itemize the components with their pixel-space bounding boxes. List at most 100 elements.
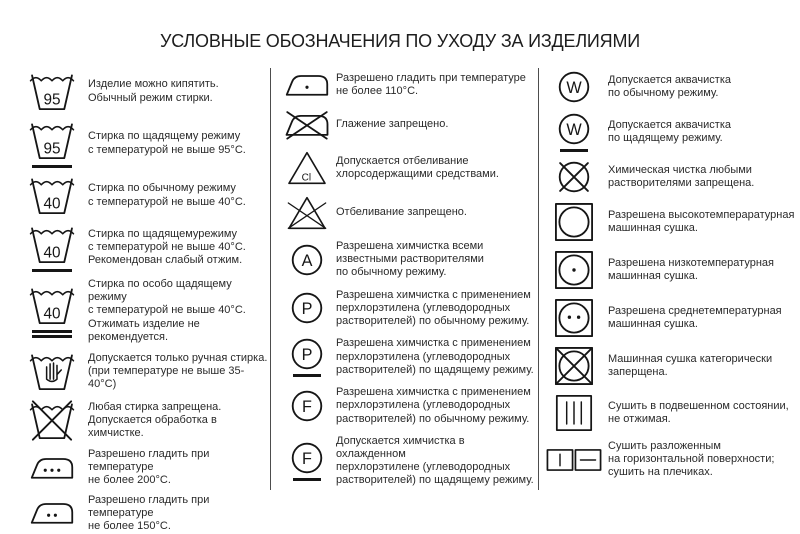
dryclean-F-gentle-icon: F: [284, 441, 330, 482]
gentle-bar: [293, 374, 321, 378]
column-washing: 95 Изделие можно кипятить. Обычный режим…: [22, 70, 268, 534]
care-description: Допускается аквачистка по обычному режим…: [608, 73, 731, 99]
no-bleach-icon: [284, 195, 330, 231]
tumble-dry-low-icon: [548, 250, 600, 290]
table-row: 40 Стирка по щадящемурежиму с температур…: [22, 223, 268, 272]
svg-text:P: P: [302, 346, 313, 364]
care-description: Разрешена химчистка всеми известными рас…: [336, 240, 484, 279]
table-row: 95 Изделие можно кипятить. Обычный режим…: [22, 70, 268, 113]
no-dryclean-icon: [548, 160, 600, 194]
care-description: Стирка по обычному режиму с температурой…: [88, 182, 246, 208]
table-row: P Разрешена химчистка с применением перх…: [284, 289, 536, 329]
wash-40-gentle-icon: 40: [22, 223, 82, 272]
care-description: Химическая чистка любыми растворителями …: [608, 163, 755, 189]
care-description: Изделие можно кипятить. Обычный режим ст…: [88, 78, 219, 104]
wash-40-very-gentle-icon: 40: [22, 284, 82, 338]
table-row: Разрешено гладить при температуре не бол…: [284, 70, 536, 100]
care-description: Глажение запрещено.: [336, 118, 449, 131]
table-row: Cl Допускается отбеливание хлорсодержащи…: [284, 150, 536, 186]
table-row: W Допускается аквачистка по щадящему реж…: [548, 112, 796, 152]
gentle-bar: [560, 149, 588, 152]
column-wetclean-drying: W Допускается аквачистка по обычному реж…: [546, 70, 796, 488]
flat-dry-hang-dry-icon: [546, 446, 602, 474]
table-row: Химическая чистка любыми растворителями …: [548, 160, 796, 194]
gentle-bar: [32, 334, 72, 338]
care-description: Разрешена химчистка с применением перхло…: [336, 337, 534, 376]
care-description: Любая стирка запрещена. Допускается обра…: [88, 400, 222, 440]
wetclean-icon: W: [548, 70, 600, 104]
no-iron-icon: [284, 109, 330, 141]
svg-text:Cl: Cl: [302, 173, 311, 184]
care-description: Разрешена высокотемпераратурная машинная…: [608, 208, 795, 234]
table-row: Глажение запрещено.: [284, 109, 536, 141]
gentle-bar: [32, 329, 72, 333]
table-row: Разрешена низкотемпературная машинная су…: [548, 250, 796, 290]
care-description: Разрешено гладить при температуре не бол…: [88, 493, 210, 532]
iron-110-icon: [284, 70, 330, 100]
dryclean-F-icon: F: [284, 389, 330, 423]
drip-dry-icon: [548, 394, 600, 432]
svg-text:95: 95: [43, 92, 60, 109]
table-row: Отбеливание запрещено.: [284, 195, 536, 231]
svg-text:F: F: [302, 398, 312, 416]
table-row: Сушить разложенным на горизонтальной пов…: [546, 440, 796, 480]
care-description: Допускается аквачистка по щадящему режим…: [608, 118, 731, 144]
care-description: Стирка по особо щадящему режиму с темпер…: [88, 278, 246, 343]
bleach-chlorine-icon: Cl: [284, 150, 330, 186]
column-divider: [270, 68, 271, 490]
wash-95-gentle-icon: 95: [22, 119, 82, 168]
no-wash-icon: [22, 399, 82, 442]
svg-text:F: F: [302, 450, 312, 468]
gentle-bar: [32, 269, 72, 272]
care-description: Машинная сушка категорически заперщена.: [608, 352, 773, 378]
dryclean-any-solvent-icon: A: [284, 243, 330, 277]
dryclean-P-gentle-icon: P: [284, 337, 330, 378]
care-description: Отбеливание запрещено.: [336, 206, 467, 219]
table-row: P Разрешена химчистка с применением перх…: [284, 337, 536, 378]
svg-text:A: A: [302, 252, 313, 270]
column-ironing-bleach-dryclean: Разрешено гладить при температуре не бол…: [284, 70, 536, 496]
iron-200-icon: [22, 453, 82, 483]
table-row: Разрешена среднетемпературная машинная с…: [548, 298, 796, 338]
table-row: W Допускается аквачистка по обычному реж…: [548, 70, 796, 104]
table-row: 40 Стирка по обычному режиму с температу…: [22, 174, 268, 217]
wash-boil-icon: 95: [22, 70, 82, 113]
tumble-dry-high-icon: [548, 202, 600, 242]
svg-text:W: W: [566, 79, 582, 97]
gentle-bar: [293, 478, 321, 482]
iron-150-icon: [22, 498, 82, 528]
wash-40-icon: 40: [22, 174, 82, 217]
page-title: УСЛОВНЫЕ ОБОЗНАЧЕНИЯ ПО УХОДУ ЗА ИЗДЕЛИЯ…: [160, 31, 640, 51]
svg-text:P: P: [302, 300, 313, 318]
table-row: Разрешено гладить при температуре не бол…: [22, 494, 268, 534]
care-description: Разрешена низкотемпературная машинная су…: [608, 256, 774, 282]
care-description: Стирка по щадящемурежиму с температурой …: [88, 227, 246, 267]
table-row: Допускается только ручная стирка. (при т…: [22, 350, 268, 393]
care-description: Разрешено гладить при температуре не бол…: [336, 71, 526, 97]
care-description: Разрешена химчистка с применением перхло…: [336, 288, 531, 327]
hand-wash-icon: [22, 350, 82, 393]
svg-text:40: 40: [43, 196, 60, 213]
table-row: Любая стирка запрещена. Допускается обра…: [22, 399, 268, 442]
tumble-dry-medium-icon: [548, 298, 600, 338]
table-row: F Разрешена химчистка с применением перх…: [284, 386, 536, 426]
care-description: Разрешена химчистка с применением перхло…: [336, 386, 531, 425]
svg-text:95: 95: [43, 141, 60, 158]
table-row: Разрешено гладить при температуре не бол…: [22, 448, 268, 488]
care-description: Сушить в подвешенном состоянии, не отжим…: [608, 399, 789, 425]
dryclean-P-icon: P: [284, 291, 330, 325]
table-row: F Допускается химчистка в охлажденном пе…: [284, 435, 536, 488]
gentle-bar: [32, 165, 72, 168]
care-description: Стирка по щадящему режиму с температурой…: [88, 130, 246, 156]
care-description: Допускается только ручная стирка. (при т…: [88, 351, 268, 391]
table-row: 40 Стирка по особо щадящему режиму с тем…: [22, 278, 268, 344]
care-description: Допускается отбеливание хлорсодержащими …: [336, 154, 499, 180]
table-row: A Разрешена химчистка всеми известными р…: [284, 240, 536, 280]
care-description: Допускается химчистка в охлажденном перх…: [336, 434, 534, 487]
column-divider: [538, 68, 539, 490]
table-row: Разрешена высокотемпераратурная машинная…: [548, 202, 796, 242]
table-row: Сушить в подвешенном состоянии, не отжим…: [548, 394, 796, 432]
table-row: Машинная сушка категорически заперщена.: [548, 346, 796, 386]
no-tumble-dry-icon: [548, 346, 600, 386]
